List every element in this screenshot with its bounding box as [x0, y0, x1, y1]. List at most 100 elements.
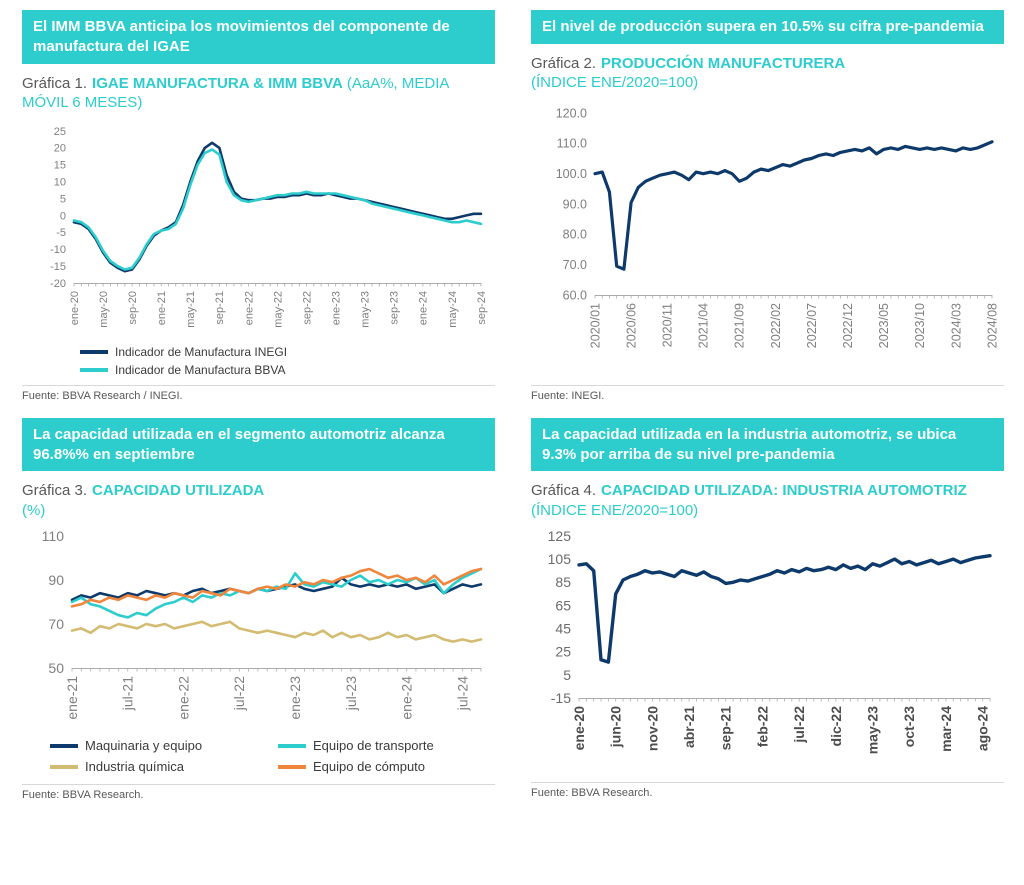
panel-2-headline: El nivel de producción supera en 10.5% s…: [531, 10, 1004, 44]
svg-text:ene-21: ene-21: [64, 676, 80, 720]
panel-capacidad-utilizada: La capacidad utilizada en el segmento au…: [22, 417, 495, 801]
headline-text: El nivel de producción supera en 10.5% s…: [542, 18, 984, 35]
svg-text:2024/08: 2024/08: [985, 303, 999, 348]
legend-label: Indicador de Manufactura INEGI: [115, 344, 288, 359]
svg-text:jul-22: jul-22: [231, 676, 247, 711]
svg-text:ago-24: ago-24: [975, 706, 991, 751]
svg-text:-15: -15: [551, 690, 571, 706]
svg-text:50: 50: [48, 660, 64, 676]
svg-text:25: 25: [54, 125, 66, 137]
source-note-4: Fuente: BBVA Research.: [531, 782, 1004, 799]
chart-1-title-main: IGAE MANUFACTURA & IMM BBVA: [92, 74, 343, 92]
legend-line-swatch-khaki: [50, 764, 78, 769]
svg-text:25: 25: [555, 644, 571, 660]
svg-text:ene-24: ene-24: [418, 291, 430, 325]
svg-text:may-23: may-23: [360, 291, 372, 328]
svg-text:dic-22: dic-22: [828, 706, 844, 747]
legend-line-swatch-navy: [80, 349, 108, 354]
legend-item-transporte: Equipo de transporte: [278, 738, 495, 753]
chart-1-title-prefix: Gráfica 1.: [22, 74, 88, 92]
svg-text:jul-22: jul-22: [791, 706, 807, 744]
svg-text:may-21: may-21: [185, 291, 197, 328]
svg-text:60.0: 60.0: [563, 288, 587, 302]
svg-text:ene-23: ene-23: [287, 676, 303, 720]
svg-text:2023/10: 2023/10: [913, 303, 927, 348]
svg-text:oct-23: oct-23: [901, 706, 917, 747]
svg-text:2021/04: 2021/04: [697, 303, 711, 348]
chart-4-line-chart: -15 5 25 45 65 85 105 125 ene-20 jun-20 nov-20 abr-…: [548, 528, 992, 755]
chart-1-title: Gráfica 1. IGAE MANUFACTURA & IMM BBVA (Aa…: [22, 74, 495, 113]
svg-text:sep-23: sep-23: [389, 291, 401, 325]
legend-label: Industria química: [85, 759, 184, 775]
source-note-1: Fuente: BBVA Research / INEGI.: [22, 384, 495, 402]
legend-label: Equipo de cómputo: [313, 759, 426, 775]
panel-4-headline: La capacidad utilizada en la industria a…: [531, 417, 1004, 472]
svg-text:may-23: may-23: [864, 706, 880, 754]
svg-text:15: 15: [54, 159, 66, 171]
svg-text:may-20: may-20: [98, 291, 110, 328]
chart-3-legend: Maquinaria y equipo Equipo de transporte…: [50, 736, 495, 776]
chart-4-title-prefix: Gráfica 4.: [531, 482, 597, 500]
svg-text:2020/01: 2020/01: [588, 303, 602, 348]
svg-text:-15: -15: [50, 261, 66, 273]
svg-text:may-22: may-22: [272, 291, 284, 328]
svg-text:mar-24: mar-24: [938, 706, 954, 752]
svg-text:may-24: may-24: [447, 291, 459, 328]
legend-line-swatch-navy: [50, 743, 78, 748]
svg-text:110.0: 110.0: [557, 137, 587, 151]
svg-text:2021/09: 2021/09: [733, 303, 747, 348]
headline-text: La capacidad utilizada en la industria a…: [542, 425, 957, 463]
chart-3-title-note: (%): [22, 501, 46, 519]
chart-1-title-note: (AaA%, MEDIA MÓVIL 6 MESES): [22, 74, 449, 112]
panel-1-headline: El IMM BBVA anticipa los movimientos del…: [22, 10, 495, 64]
chart-1-legend: Indicador de Manufactura INEGI Indicador…: [80, 345, 495, 377]
svg-text:2022/12: 2022/12: [841, 303, 855, 348]
headline-text: La capacidad utilizada en el segmento au…: [33, 425, 445, 463]
svg-text:105: 105: [548, 551, 572, 567]
legend-label: Equipo de transporte: [313, 738, 434, 754]
svg-text:90.0: 90.0: [563, 197, 587, 211]
svg-text:feb-22: feb-22: [754, 706, 770, 747]
svg-text:0: 0: [60, 210, 66, 222]
chart-4-title-note: (ÍNDICE ENE/2020=100): [531, 501, 699, 519]
panel-3-headline: La capacidad utilizada en el segmento au…: [22, 417, 495, 472]
svg-text:sep-24: sep-24: [476, 291, 488, 325]
svg-text:ene-20: ene-20: [571, 706, 587, 751]
svg-text:2023/05: 2023/05: [877, 303, 891, 348]
svg-text:jul-23: jul-23: [343, 676, 359, 711]
legend-line-swatch-teal: [278, 743, 306, 748]
headline-text: El IMM BBVA anticipa los movimientos del…: [33, 18, 450, 55]
chart-2-title-note: (ÍNDICE ENE/2020=100): [531, 74, 699, 92]
svg-text:85: 85: [555, 575, 571, 591]
svg-text:2020/06: 2020/06: [624, 303, 638, 348]
legend-label: Indicador de Manufactura BBVA: [115, 362, 286, 377]
svg-text:sep-21: sep-21: [718, 706, 734, 751]
svg-text:sep-22: sep-22: [301, 291, 313, 325]
source-note-2: Fuente: INEGI.: [531, 384, 1004, 402]
svg-text:-5: -5: [56, 227, 66, 239]
svg-text:jun-20: jun-20: [608, 706, 624, 748]
svg-text:5: 5: [563, 667, 571, 683]
svg-text:120.0: 120.0: [556, 106, 587, 120]
svg-text:2024/03: 2024/03: [949, 303, 963, 348]
legend-item-bbva: Indicador de Manufactura BBVA: [80, 363, 495, 377]
svg-text:-20: -20: [50, 277, 66, 289]
svg-text:ene-23: ene-23: [330, 291, 342, 325]
chart-2-line-chart: 60.0 70.0 80.0 90.0 100.0 110.0 120.0 2020/01 20…: [556, 106, 1000, 348]
svg-text:70: 70: [48, 616, 64, 632]
chart-3-title-prefix: Gráfica 3.: [22, 482, 88, 500]
svg-text:ene-21: ene-21: [156, 291, 168, 325]
svg-text:5: 5: [60, 193, 66, 205]
legend-item-computo: Equipo de cómputo: [278, 759, 495, 774]
svg-text:90: 90: [48, 572, 64, 588]
svg-text:70.0: 70.0: [563, 258, 587, 272]
svg-text:sep-21: sep-21: [214, 291, 226, 325]
svg-text:45: 45: [555, 621, 571, 637]
chart-2-title-prefix: Gráfica 2.: [531, 54, 597, 72]
svg-text:jul-24: jul-24: [454, 676, 470, 711]
svg-text:nov-20: nov-20: [644, 706, 660, 751]
svg-text:sep-20: sep-20: [127, 291, 139, 325]
chart-3-line-chart: 50 70 90 110 ene-21 jul-21 ene-22 jul-22 ene-23 j…: [42, 528, 483, 720]
svg-text:2022/07: 2022/07: [805, 303, 819, 348]
svg-text:110: 110: [42, 528, 65, 544]
